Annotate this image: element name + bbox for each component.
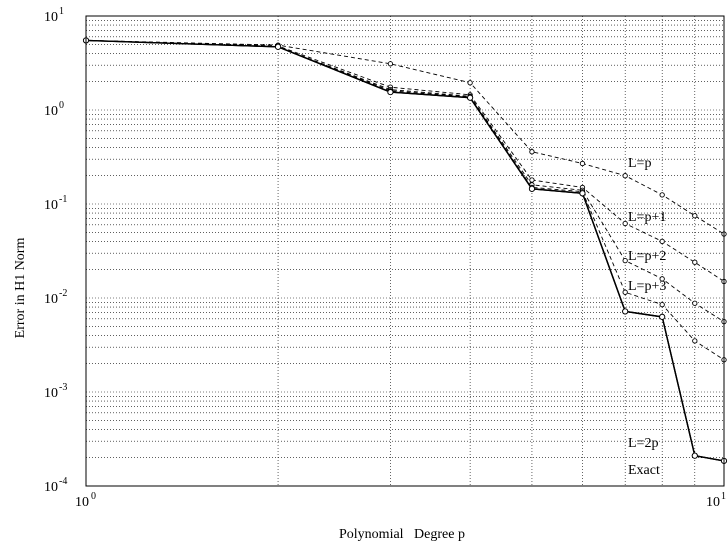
data-point-exact [659,313,666,320]
y-axis-label: Error in H1 Norm [13,238,28,339]
data-point-l-p [579,160,586,167]
x-tick-exponent: 1 [721,491,726,502]
series-line-l-p [85,39,725,235]
data-point-exact [467,94,474,101]
data-point-l-p-plus-3 [692,338,698,344]
y-tick-label: 10 [44,198,58,213]
data-point-l-p [467,80,473,86]
x-tick-exponent: 0 [91,491,96,502]
data-point-l-p-plus-3 [659,301,665,308]
y-tick-exponent: -3 [59,382,67,393]
data-point-l-p-plus-2 [659,276,665,282]
annotation-l-p-plus-2: L=p+2 [628,249,666,264]
tick-labels: 10 110 010 -110 -210 -310 -410 0 10 1 [44,6,726,510]
data-point-l-p [387,61,394,67]
annotation-l-p: L=p [628,156,651,171]
y-tick-label: 10 [44,386,58,401]
annotation-l-2p: L=2p [628,436,658,451]
annotation-l-p-plus-1: L=p+1 [628,210,666,225]
data-point-exact [387,89,394,96]
data-point-l-p-plus-1 [622,220,628,227]
data-point-l-p [622,173,628,179]
data-point-exact [691,452,698,459]
data-point-l-p-plus-1 [529,177,535,183]
data-point-l-p-plus-2 [692,300,698,306]
y-tick-exponent: 0 [59,100,64,111]
x-tick-label: 10 [75,495,89,510]
y-tick-exponent: -2 [59,288,67,299]
data-point-markers [82,37,728,464]
annotation-l-p-plus-3: L=p+3 [628,279,666,294]
data-point-l-p-plus-1 [659,238,665,245]
y-tick-label: 10 [44,104,58,119]
y-tick-label: 10 [44,480,58,495]
x-axis-label: Polynomial Degree p [339,527,465,542]
data-point-exact [528,185,535,192]
y-tick-label: 10 [44,10,58,25]
series-lines [85,39,725,462]
data-point-l-p [529,149,535,155]
data-point-exact [622,308,629,315]
series-line-exact [85,39,725,462]
data-point-exact [579,190,586,197]
data-point-l-p-plus-3 [622,289,628,295]
data-point-l-p [692,213,698,219]
y-tick-exponent: -4 [59,476,67,487]
data-point-exact [275,43,282,50]
y-tick-exponent: 1 [59,6,64,17]
plot-frame [85,15,725,487]
y-tick-exponent: -1 [59,194,67,205]
series-line-l-p-plus-2 [85,39,725,323]
grid-lines [86,16,724,486]
annotation-exact: Exact [628,463,660,478]
data-point-l-p-plus-2 [622,257,628,264]
data-point-l-p-plus-1 [692,259,698,265]
data-point-l-p [659,192,665,198]
x-tick-label: 10 [706,495,720,510]
y-tick-label: 10 [44,292,58,307]
